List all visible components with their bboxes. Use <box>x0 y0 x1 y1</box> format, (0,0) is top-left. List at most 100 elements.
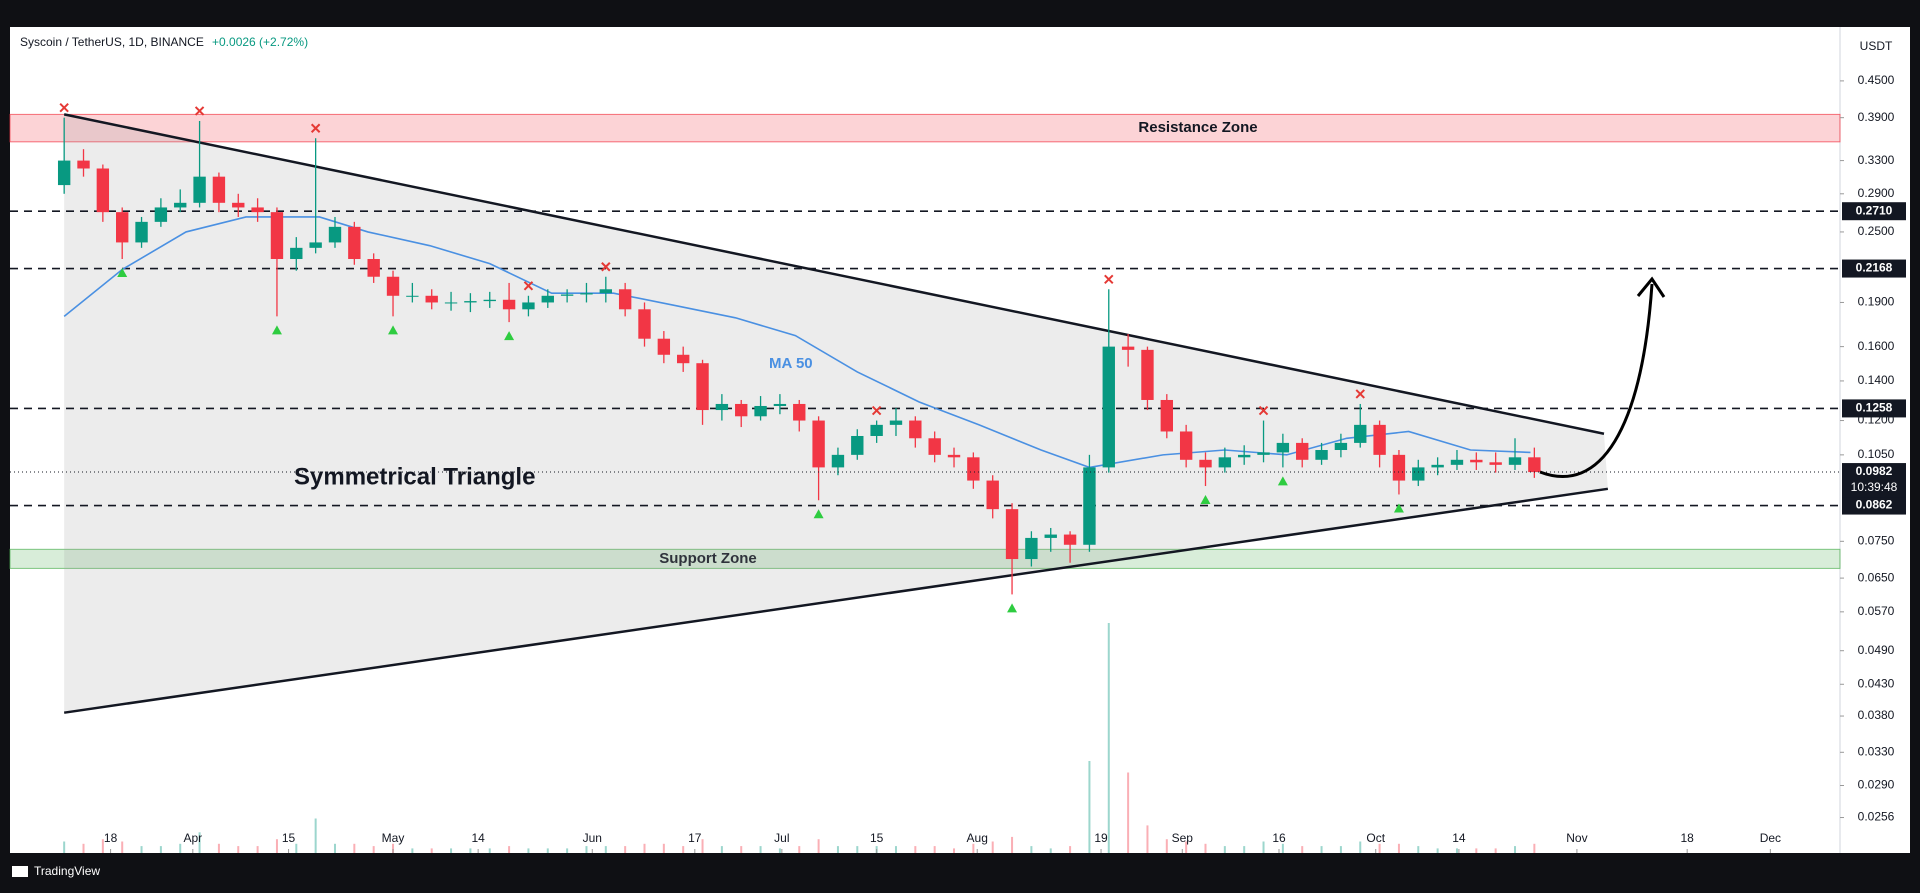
swing-high-marker <box>194 106 205 116</box>
volume-bar <box>624 846 627 853</box>
volume-bar <box>1494 848 1497 853</box>
volume-bar <box>1088 761 1091 853</box>
x-tick-label: Jul <box>774 831 789 845</box>
candle-body <box>696 363 709 411</box>
candle-body <box>1257 452 1270 455</box>
ma-label: MA 50 <box>769 355 813 372</box>
volume-bar <box>682 846 685 853</box>
x-tick-label: Jun <box>583 831 602 845</box>
candle-body <box>560 294 574 296</box>
candle-body <box>154 207 168 222</box>
candle-body <box>1121 346 1135 350</box>
volume-bar <box>179 843 182 853</box>
volume-bar <box>527 848 530 853</box>
volume-bar <box>508 846 511 853</box>
x-tick-label: 17 <box>688 831 702 845</box>
price-change: +0.0026 (+2.72%) <box>212 35 308 49</box>
candle-body <box>657 338 671 355</box>
y-tick-label: 0.0490 <box>1858 643 1895 657</box>
volume-bar <box>933 846 936 853</box>
volume-bar <box>1185 841 1188 853</box>
x-tick-label: May <box>382 831 405 845</box>
candle-body <box>348 226 361 260</box>
x-tick-label: Dec <box>1760 831 1781 845</box>
volume-bar <box>740 846 743 853</box>
zone <box>9 113 1841 143</box>
level-label-box <box>1842 202 1906 221</box>
volume-bar <box>566 848 569 853</box>
volume-bar <box>1243 846 1246 853</box>
volume-bar <box>1281 843 1284 853</box>
volume-bar <box>1049 848 1052 853</box>
volume-bar <box>1262 841 1265 853</box>
volume-bar <box>314 818 317 853</box>
x-tick-label: 15 <box>870 831 884 845</box>
volume-bar <box>759 846 762 853</box>
volume-bar <box>836 846 839 853</box>
volume-bar <box>1533 843 1536 853</box>
volume-bar <box>237 846 240 853</box>
y-tick-label: 0.1900 <box>1858 295 1895 309</box>
candle-body <box>1489 462 1502 465</box>
candle-body <box>1025 537 1038 560</box>
volume-bar <box>1011 836 1014 853</box>
candle-body <box>135 221 148 243</box>
level-label-box <box>1842 259 1906 278</box>
chart-title: Syscoin / TetherUS, 1D, BINANCE <box>20 35 204 49</box>
logo <box>12 866 28 877</box>
x-tick-label: 15 <box>282 831 296 845</box>
trendline <box>63 487 1609 714</box>
zone <box>9 548 1841 569</box>
candle-body <box>270 212 284 260</box>
candle-body <box>1063 534 1077 545</box>
swing-low-marker <box>1200 495 1211 505</box>
triangle-shade <box>64 114 1608 713</box>
candle-body <box>618 289 632 310</box>
candle-body <box>580 293 593 295</box>
swing-low-marker <box>117 268 128 278</box>
currency-label: USDT <box>1860 39 1893 53</box>
candle-body <box>1431 464 1444 468</box>
volume-bar <box>353 843 356 853</box>
candle-body <box>870 424 883 436</box>
volume-bar <box>798 846 801 853</box>
candle-body <box>77 160 90 169</box>
volume-bar <box>1146 825 1149 853</box>
y-tick-label: 0.0570 <box>1858 604 1895 618</box>
swing-low-marker <box>813 509 824 519</box>
candle-body <box>1160 399 1173 432</box>
swing-high-marker <box>1355 389 1365 399</box>
candle-body <box>677 354 690 364</box>
swing-low-marker <box>388 325 399 335</box>
candle-body <box>754 405 767 417</box>
x-tick-label: Nov <box>1566 831 1587 845</box>
volume-bar <box>662 843 665 853</box>
swing-high-marker <box>59 102 69 113</box>
candle-body <box>193 176 206 203</box>
swing-high-marker <box>1258 405 1269 416</box>
y-tick-label: 0.1400 <box>1858 373 1895 387</box>
x-tick-label: Oct <box>1366 831 1385 845</box>
candle-body <box>1392 454 1406 481</box>
swing-low-marker <box>271 325 282 335</box>
level-label-box <box>1842 399 1906 418</box>
volume-bar <box>198 832 201 853</box>
volume-bar <box>140 846 143 853</box>
candle-body <box>212 176 226 203</box>
volume-bar <box>1030 846 1033 853</box>
volume-bar <box>159 846 162 853</box>
volume-bar <box>295 843 298 853</box>
candle-body <box>406 295 419 297</box>
volume-bar <box>585 846 588 853</box>
candle-body <box>715 403 729 411</box>
x-tick-label: 14 <box>1452 831 1466 845</box>
volume-bar <box>430 848 433 853</box>
volume-bar <box>546 848 549 853</box>
candle-body <box>1102 346 1115 468</box>
volume-bar <box>1339 846 1342 853</box>
volume-bar <box>914 846 917 853</box>
y-tick-label: 0.0290 <box>1858 778 1895 792</box>
y-tick-label: 0.1600 <box>1858 339 1895 353</box>
candle-body <box>1373 424 1386 455</box>
